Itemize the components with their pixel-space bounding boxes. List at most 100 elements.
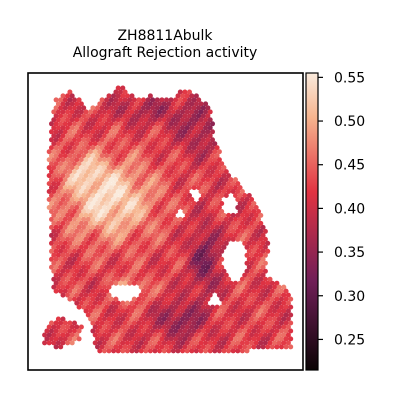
spot [173,177,179,183]
spot [143,220,149,226]
spot [226,228,232,234]
spot [90,328,96,334]
spot [251,336,257,342]
spot [134,125,140,131]
spot [219,296,225,302]
spot [246,304,252,310]
spot [143,141,149,147]
spot [159,248,165,254]
spot [184,220,190,226]
spot [260,288,266,294]
spot [230,300,236,306]
spot [55,197,61,202]
spot [90,320,96,326]
spot [214,216,220,222]
spot [76,145,82,151]
colorbar-tick-label: 0.40 [334,201,365,217]
spot [145,280,151,286]
spot [207,197,213,202]
spot [283,296,289,302]
spot [187,256,192,262]
spot [170,284,176,290]
spot [58,113,64,119]
spot [62,336,68,342]
spot [74,165,80,171]
spot [108,193,114,198]
spot [253,212,259,218]
spot [60,236,66,242]
spot [49,193,54,198]
spot [141,232,146,238]
spot [51,268,57,274]
spot [274,280,280,286]
spot [283,336,289,342]
spot [138,324,144,330]
spot [81,264,87,270]
spot [253,260,259,266]
spot [129,157,135,163]
spot [104,137,110,143]
spot [97,228,103,234]
spot [99,137,105,143]
spot [258,340,264,346]
spot [212,316,218,322]
spot [78,205,84,210]
spot [129,308,135,314]
spot [58,161,64,167]
spot [249,284,255,290]
spot [281,292,287,298]
spot [72,224,77,230]
spot [233,216,238,222]
spot [76,161,82,167]
spot [120,260,126,266]
spot [131,312,137,318]
spot [127,312,133,318]
spot [72,97,77,103]
spot [210,201,215,206]
spot [221,189,227,194]
spot [237,304,243,310]
spot [138,340,144,346]
spot [191,240,197,246]
spot [203,284,209,290]
spot [207,228,213,234]
spot [108,97,114,103]
spot [256,256,261,262]
spot [120,316,126,322]
spot [124,348,130,354]
spot [177,193,183,198]
spot [235,308,241,314]
spot [58,121,64,127]
spot [106,276,112,282]
spot [85,280,91,286]
spot [78,324,84,330]
spot [62,161,68,167]
spot [170,173,176,179]
spot [136,137,142,143]
spot [193,308,199,314]
spot [205,320,211,326]
spot [97,324,103,330]
spot [228,185,234,191]
spot [92,260,98,266]
spot [237,232,243,238]
spot [81,216,87,222]
spot [187,304,192,310]
spot [62,209,68,214]
spot [187,129,192,135]
spot [127,264,133,270]
spot [184,324,190,330]
spot [159,201,165,206]
spot [115,197,121,202]
spot [101,181,107,187]
spot [210,145,215,151]
spot [51,149,57,155]
spot [196,304,202,310]
spot [219,240,225,246]
spot [219,201,225,206]
spot [180,324,186,330]
spot [127,240,133,246]
spot [147,228,153,234]
spot [90,288,96,294]
spot [152,220,158,226]
